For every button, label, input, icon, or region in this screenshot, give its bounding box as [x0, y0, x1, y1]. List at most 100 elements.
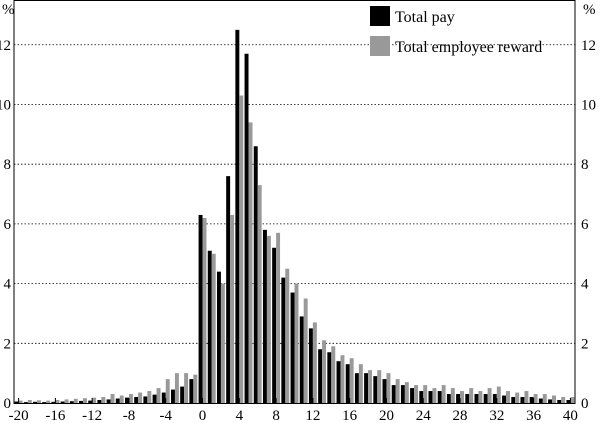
bar-total-employee-reward--14 — [73, 398, 78, 403]
y-tick-left-8: 8 — [4, 157, 12, 173]
bar-total-employee-reward-2 — [220, 283, 225, 403]
bar-total-pay-24 — [419, 391, 424, 403]
bar-total-pay-34 — [511, 397, 516, 403]
bar-total-employee-reward-3 — [230, 214, 235, 403]
bar-total-pay-20 — [382, 379, 387, 403]
bar-total-employee-reward-25 — [432, 388, 437, 403]
bar-total-employee-reward-27 — [450, 388, 455, 403]
bar-total-pay-17 — [354, 373, 359, 403]
bar-total-pay-6 — [253, 146, 258, 403]
bar-total-pay-13 — [318, 349, 323, 403]
y-unit-left: % — [2, 2, 15, 18]
bar-total-pay--7 — [134, 397, 139, 403]
bar-total-employee-reward-18 — [368, 370, 373, 403]
bar-total-employee-reward--8 — [128, 394, 133, 403]
legend-swatch-total-pay — [370, 6, 390, 26]
y-tick-right-0: 0 — [581, 396, 589, 412]
x-tick-label-20: 20 — [379, 408, 394, 423]
bar-total-pay-9 — [281, 277, 286, 403]
bar-total-pay--13 — [79, 400, 83, 403]
bar-total-pay-8 — [272, 247, 277, 403]
bar-total-pay-12 — [308, 328, 313, 403]
bar-total-employee-reward-33 — [506, 391, 510, 403]
bar-total-pay--6 — [143, 396, 148, 403]
bar-total-pay-25 — [428, 391, 433, 403]
bar-total-employee-reward--11 — [101, 397, 106, 403]
bar-total-pay-30 — [474, 394, 479, 403]
x-tick-label-12: 12 — [305, 408, 320, 423]
y-tick-right-4: 4 — [581, 277, 589, 293]
bar-total-pay--9 — [115, 398, 120, 403]
bar-total-employee-reward-8 — [276, 232, 281, 403]
bar-total-employee-reward-38 — [552, 395, 556, 403]
bar-total-employee-reward-6 — [257, 185, 262, 403]
bar-total-employee-reward-32 — [496, 386, 501, 403]
bar-total-pay--4 — [161, 392, 166, 403]
bar-total-employee-reward-17 — [358, 364, 363, 403]
bar-total-pay-40 — [566, 400, 571, 403]
bar-total-pay-33 — [502, 395, 507, 403]
bar-total-pay-11 — [299, 316, 304, 403]
bar-total-pay-2 — [216, 271, 221, 403]
bar-total-pay--2 — [180, 386, 185, 403]
bar-total-employee-reward-30 — [478, 391, 483, 403]
legend: Total pay Total employee reward — [370, 6, 542, 56]
bar-total-employee-reward-24 — [423, 385, 428, 403]
x-tick-label-8: 8 — [272, 408, 280, 423]
bar-total-pay-18 — [364, 373, 369, 403]
bar-total-employee-reward-14 — [331, 346, 336, 403]
bar-total-employee-reward--19 — [27, 400, 32, 403]
bar-total-pay-35 — [520, 397, 525, 403]
bar-total-pay-21 — [391, 385, 396, 403]
bar-total-pay-4 — [235, 29, 240, 403]
bar-total-pay--20 — [14, 401, 19, 403]
bar-total-employee-reward-23 — [414, 385, 419, 403]
bar-total-employee-reward-10 — [294, 283, 299, 403]
x-tick-label-4: 4 — [236, 408, 244, 423]
x-tick-label-16: 16 — [342, 408, 358, 423]
bar-total-pay--18 — [33, 401, 37, 403]
bar-total-pay-39 — [557, 400, 562, 403]
legend-swatch-total-employee-reward — [370, 36, 390, 56]
y-tick-left-10: 10 — [0, 97, 11, 113]
bar-total-employee-reward-4 — [239, 95, 244, 403]
bar-total-pay-23 — [410, 388, 415, 403]
bar-total-employee-reward-13 — [322, 340, 327, 403]
bar-total-pay-29 — [465, 394, 470, 403]
bar-total-employee-reward--15 — [64, 399, 69, 403]
bar-total-employee-reward--10 — [110, 394, 115, 403]
bar-total-employee-reward--17 — [46, 400, 51, 403]
bars — [14, 29, 575, 403]
bar-total-pay--1 — [189, 379, 194, 403]
bar-total-pay-26 — [437, 391, 442, 403]
bar-total-pay--12 — [88, 400, 93, 403]
bar-total-employee-reward-28 — [460, 391, 464, 403]
bar-total-pay-5 — [244, 53, 249, 403]
y-tick-right-10: 10 — [581, 97, 596, 113]
y-tick-left-2: 2 — [4, 336, 12, 352]
bar-total-employee-reward--2 — [184, 373, 189, 403]
y-tick-left-12: 12 — [0, 38, 11, 54]
bar-total-employee-reward-15 — [340, 355, 345, 403]
bar-total-pay--14 — [69, 401, 74, 403]
bar-total-employee-reward-22 — [404, 382, 409, 403]
bar-total-pay--8 — [125, 397, 129, 403]
bar-total-employee-reward--5 — [156, 388, 161, 403]
y-tick-left-0: 0 — [4, 396, 12, 412]
bar-total-pay--3 — [170, 389, 175, 403]
y-unit-right: % — [583, 2, 596, 18]
bar-total-employee-reward-39 — [561, 397, 566, 403]
bar-total-pay-14 — [327, 352, 332, 403]
bar-total-pay--10 — [106, 399, 111, 403]
bar-total-employee-reward--6 — [147, 391, 152, 403]
bar-total-employee-reward-26 — [441, 385, 446, 403]
bar-total-employee-reward-11 — [303, 298, 308, 403]
bar-total-pay-19 — [373, 376, 378, 403]
bar-total-pay-22 — [400, 385, 405, 403]
bar-total-employee-reward--9 — [119, 395, 124, 403]
bar-total-employee-reward-16 — [349, 358, 354, 403]
y-tick-right-8: 8 — [581, 157, 589, 173]
bar-total-employee-reward-31 — [487, 388, 492, 403]
x-tick-label-32: 32 — [489, 408, 504, 423]
